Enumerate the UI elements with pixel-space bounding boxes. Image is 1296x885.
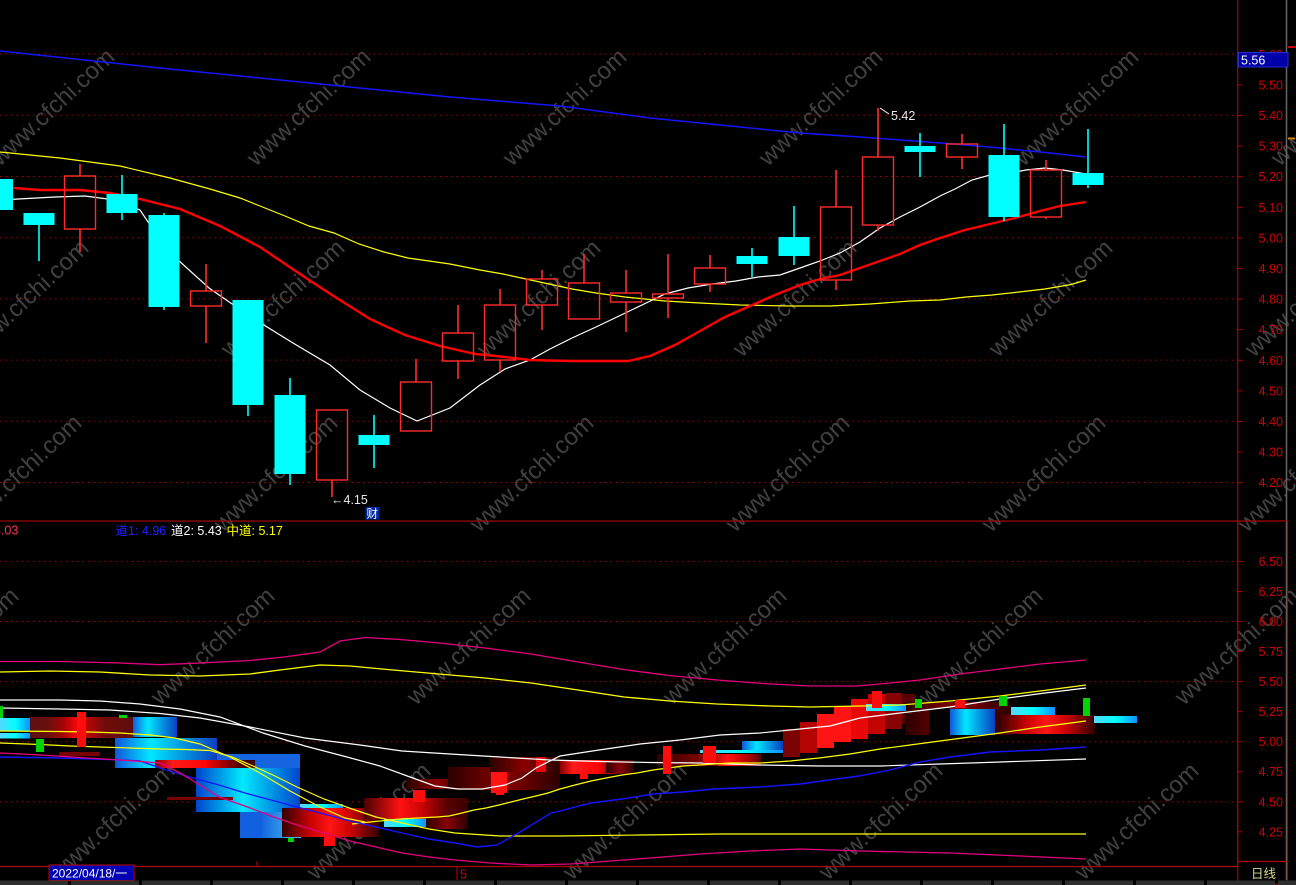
svg-text:4.70: 4.70 [1259,323,1283,337]
svg-text:4.75: 4.75 [1259,765,1283,779]
svg-text:4.40: 4.40 [1259,415,1283,429]
svg-text:5.00: 5.00 [1259,735,1283,749]
svg-text:日线: 日线 [1251,867,1277,881]
svg-text:5.40: 5.40 [1259,109,1283,123]
svg-text:5.10: 5.10 [1259,201,1283,215]
svg-text:5.30: 5.30 [1259,140,1283,154]
svg-text:5.50: 5.50 [1259,675,1283,689]
svg-text:6.00: 6.00 [1259,615,1283,629]
svg-text:财: 财 [367,507,379,521]
svg-text:5: 5 [460,868,467,882]
svg-text:道2: 5.43: 道2: 5.43 [171,524,222,538]
svg-text:2022/04/18/一: 2022/04/18/一 [52,867,127,881]
svg-text:5.75: 5.75 [1259,645,1283,659]
svg-text:5.25: 5.25 [1259,705,1283,719]
svg-text:6.25: 6.25 [1259,585,1283,599]
svg-text:4.80: 4.80 [1259,293,1283,307]
svg-text:4.03: 4.03 [0,524,18,538]
svg-text:5.00: 5.00 [1259,231,1283,245]
svg-text:4.50: 4.50 [1259,384,1283,398]
svg-text:4.20: 4.20 [1259,476,1283,490]
svg-text:←4.15: ←4.15 [331,493,368,507]
svg-text:6.50: 6.50 [1259,555,1283,569]
svg-text:4.25: 4.25 [1259,825,1283,839]
svg-text:5.42: 5.42 [891,109,915,123]
svg-text:5.56: 5.56 [1241,54,1265,68]
svg-text:4.30: 4.30 [1259,446,1283,460]
svg-text:4.50: 4.50 [1259,795,1283,809]
svg-text:中道: 5.17: 中道: 5.17 [227,523,283,538]
svg-text:4.60: 4.60 [1259,354,1283,368]
svg-text:4.90: 4.90 [1259,262,1283,276]
svg-text:道1: 4.96: 道1: 4.96 [116,524,167,538]
svg-text:5.20: 5.20 [1259,170,1283,184]
svg-text:5.50: 5.50 [1259,78,1283,92]
